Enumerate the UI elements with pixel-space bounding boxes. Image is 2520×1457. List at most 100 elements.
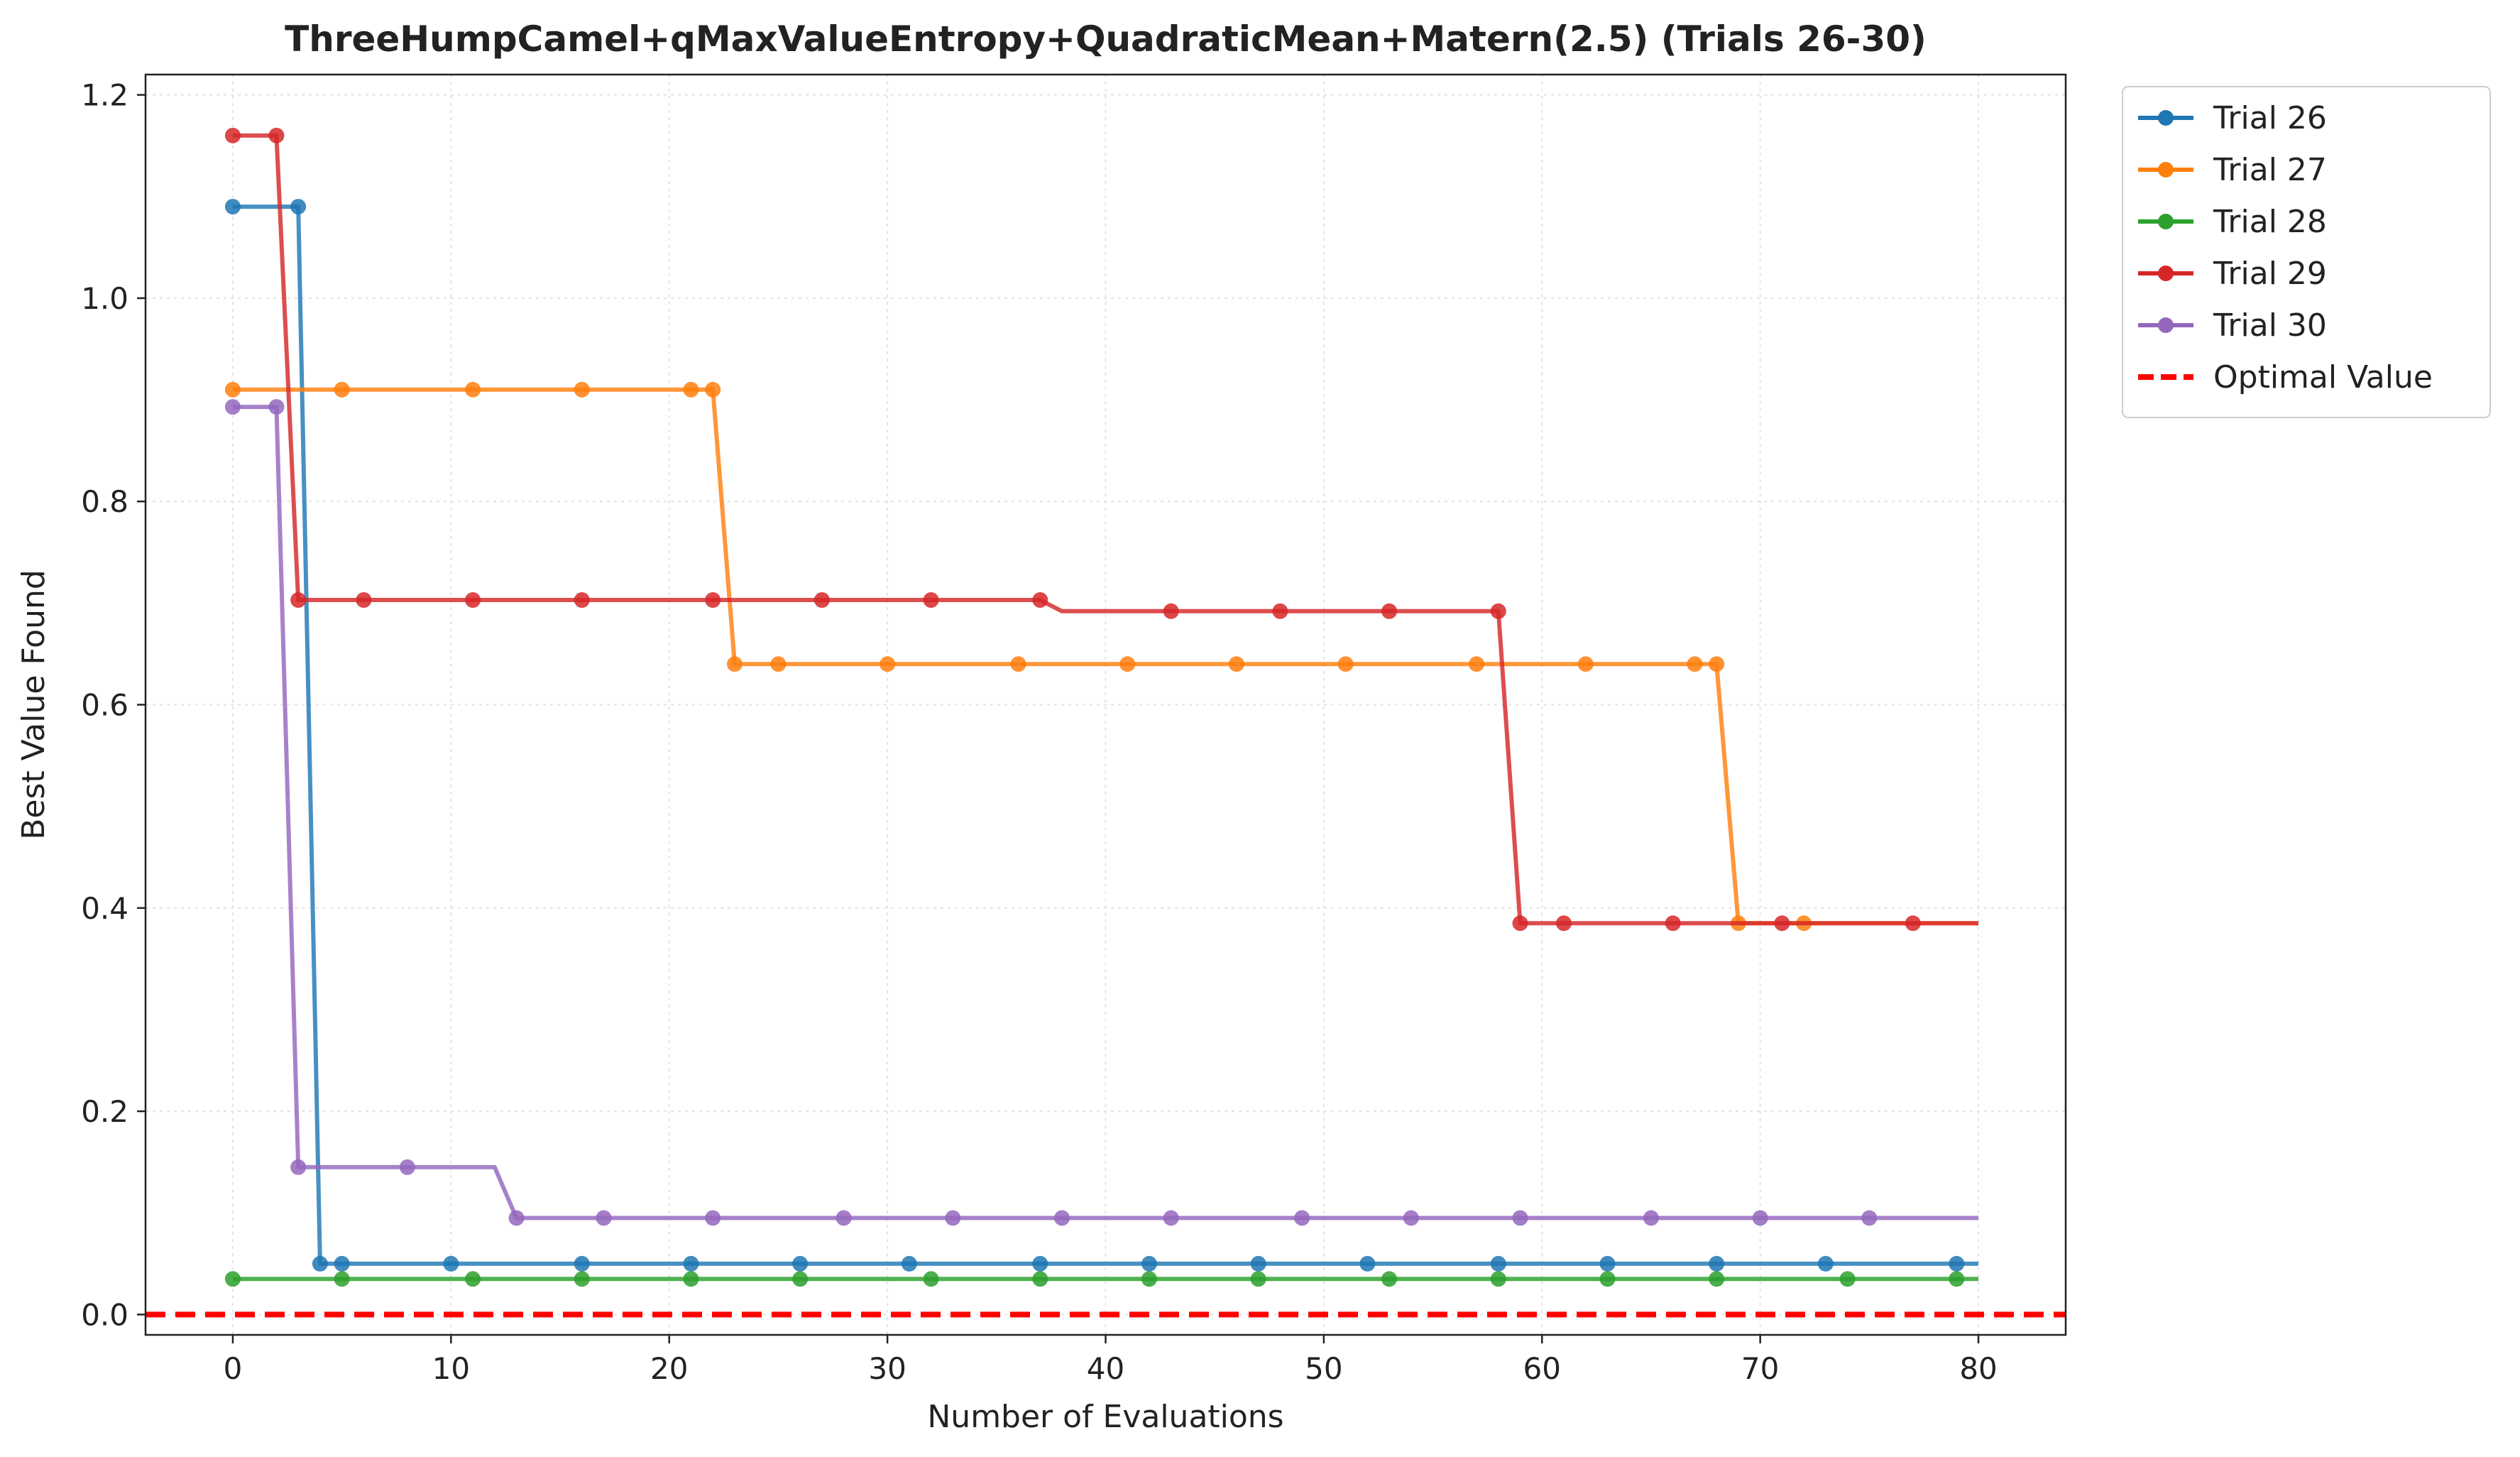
data-point-trial-26 (290, 199, 307, 215)
data-point-trial-27 (880, 656, 896, 672)
legend-item-trial-30: Trial 30 (2138, 307, 2327, 344)
data-point-trial-28 (224, 1271, 241, 1287)
data-point-trial-29 (813, 592, 830, 609)
y-tick-label: 0.8 (81, 484, 128, 519)
data-point-trial-27 (1469, 656, 1485, 672)
data-point-trial-30 (945, 1210, 961, 1226)
series-trial-29 (224, 127, 1979, 932)
data-point-trial-29 (356, 592, 372, 609)
y-tick-label: 1.0 (81, 281, 128, 316)
x-tick-label: 10 (432, 1351, 470, 1386)
data-point-trial-30 (1752, 1210, 1768, 1226)
data-point-trial-27 (1119, 656, 1136, 672)
legend-item-trial-26: Trial 26 (2138, 100, 2327, 136)
data-point-trial-29 (574, 592, 590, 609)
data-point-trial-28 (574, 1271, 590, 1287)
legend-item-trial-29: Trial 29 (2138, 256, 2327, 292)
data-point-trial-29 (1774, 915, 1790, 932)
x-tick-label: 20 (650, 1351, 688, 1386)
data-point-trial-26 (1599, 1255, 1616, 1272)
data-point-trial-28 (1141, 1271, 1157, 1287)
y-axis-label: Best Value Found (16, 569, 52, 840)
legend-item-trial-28: Trial 28 (2138, 204, 2327, 240)
data-point-trial-28 (923, 1271, 939, 1287)
data-point-trial-26 (1709, 1255, 1725, 1272)
data-point-trial-29 (1163, 603, 1179, 619)
data-point-trial-29 (1381, 603, 1398, 619)
x-tick-label: 80 (1959, 1351, 1997, 1386)
data-point-trial-30 (1861, 1210, 1878, 1226)
data-point-trial-26 (443, 1255, 459, 1272)
data-point-trial-26 (1949, 1255, 1965, 1272)
data-point-trial-27 (770, 656, 787, 672)
legend-label: Trial 27 (2213, 152, 2327, 188)
data-point-trial-26 (1817, 1255, 1834, 1272)
data-point-trial-28 (1709, 1271, 1725, 1287)
data-point-trial-27 (1010, 656, 1026, 672)
data-point-trial-30 (508, 1210, 525, 1226)
data-point-trial-30 (1054, 1210, 1070, 1226)
legend-label: Trial 26 (2213, 100, 2327, 136)
data-point-trial-27 (1687, 656, 1703, 672)
x-tick-label: 30 (868, 1351, 906, 1386)
x-tick-label: 0 (224, 1351, 243, 1386)
data-point-trial-27 (683, 381, 699, 398)
series-trial-26 (224, 199, 1979, 1272)
data-point-trial-29 (1272, 603, 1288, 619)
data-point-trial-27 (705, 381, 721, 398)
data-point-trial-28 (683, 1271, 699, 1287)
series-line-trial-30 (232, 405, 1979, 1221)
data-point-trial-26 (901, 1255, 917, 1272)
data-point-trial-27 (334, 381, 350, 398)
data-point-trial-30 (1512, 1210, 1528, 1226)
data-point-trial-30 (705, 1210, 721, 1226)
data-point-trial-30 (596, 1210, 612, 1226)
data-point-trial-28 (465, 1271, 481, 1287)
data-point-trial-26 (792, 1255, 809, 1272)
legend-label: Trial 30 (2213, 307, 2327, 344)
data-point-trial-26 (1359, 1255, 1376, 1272)
data-point-trial-30 (1294, 1210, 1310, 1226)
data-point-trial-27 (1228, 656, 1244, 672)
data-point-trial-30 (1403, 1210, 1419, 1226)
y-tick-label: 0.4 (81, 891, 128, 926)
data-point-trial-29 (1512, 915, 1528, 932)
data-point-trial-30 (290, 1159, 307, 1175)
grid (146, 75, 2066, 1335)
plot-series (146, 127, 2066, 1318)
data-point-trial-28 (1490, 1271, 1506, 1287)
data-point-trial-29 (465, 592, 481, 609)
legend-marker (2158, 214, 2174, 229)
data-point-trial-27 (1337, 656, 1354, 672)
data-point-trial-26 (1250, 1255, 1266, 1272)
data-point-trial-28 (1839, 1271, 1856, 1287)
legend-label: Trial 29 (2213, 256, 2327, 292)
data-point-trial-27 (465, 381, 481, 398)
data-point-trial-28 (792, 1271, 809, 1287)
data-point-trial-26 (683, 1255, 699, 1272)
chart-title: ThreeHumpCamel+qMaxValueEntropy+Quadrati… (285, 18, 1927, 60)
data-point-trial-27 (1577, 656, 1594, 672)
legend-label: Optimal Value (2213, 359, 2433, 395)
data-point-trial-26 (1490, 1255, 1506, 1272)
y-tick-label: 0.6 (81, 688, 128, 723)
legend-box (2122, 86, 2491, 418)
data-point-trial-28 (334, 1271, 350, 1287)
data-point-trial-26 (334, 1255, 350, 1272)
data-point-trial-27 (224, 381, 241, 398)
data-point-trial-30 (1163, 1210, 1179, 1226)
data-point-trial-28 (1381, 1271, 1398, 1287)
legend: Trial 26 Trial 27 Trial 28 Trial 29 Trial 30… (2122, 86, 2491, 418)
axis-ticks: 0 10 20 30 40 50 60 70 80 0.0 0.2 0.4 0.6 0.8 1.0 1.2 (81, 78, 1998, 1386)
data-point-trial-26 (312, 1255, 328, 1272)
data-point-trial-29 (1556, 915, 1572, 932)
y-tick-label: 0.2 (81, 1094, 128, 1129)
x-tick-label: 40 (1087, 1351, 1124, 1386)
data-point-trial-29 (268, 127, 285, 143)
data-point-trial-29 (1032, 592, 1048, 609)
data-point-trial-26 (1032, 1255, 1048, 1272)
data-point-trial-29 (1665, 915, 1681, 932)
data-point-trial-29 (224, 127, 241, 143)
x-tick-label: 60 (1523, 1351, 1561, 1386)
data-point-trial-29 (1905, 915, 1921, 932)
